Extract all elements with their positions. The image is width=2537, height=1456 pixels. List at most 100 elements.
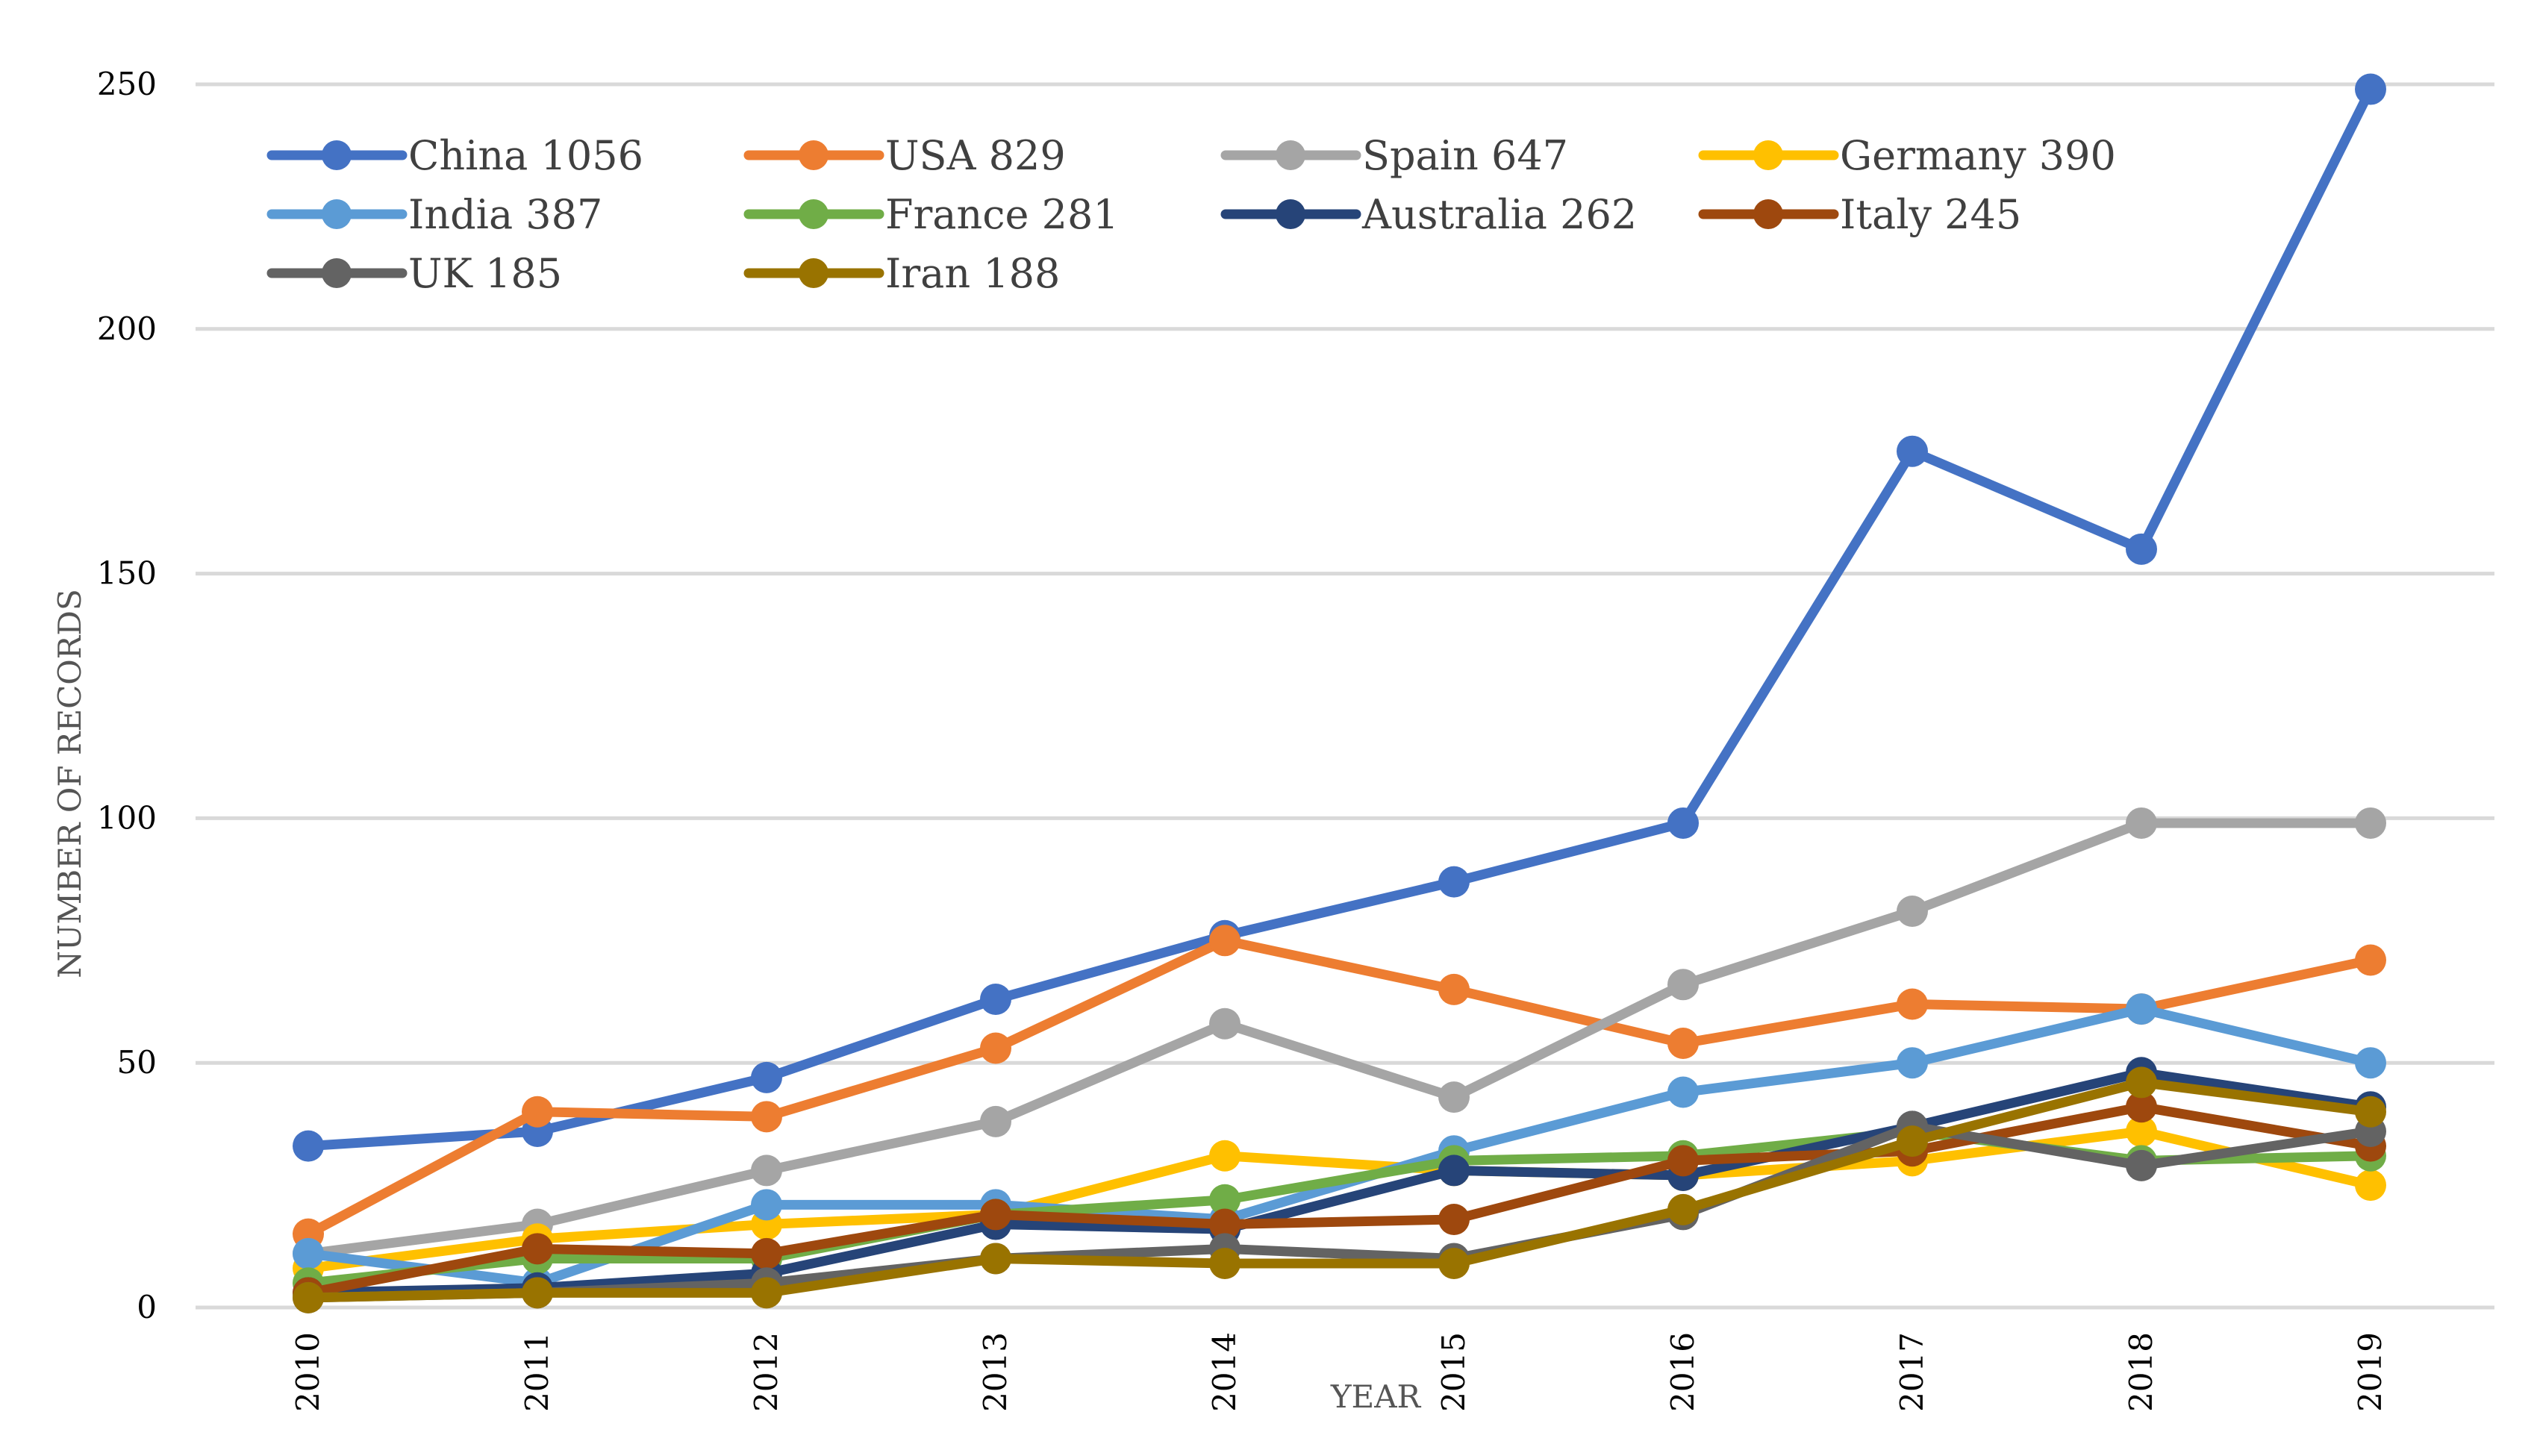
- legend-swatch-marker: [1276, 140, 1305, 170]
- data-point: [751, 1277, 782, 1309]
- x-tick-label: 2019: [2352, 1332, 2388, 1412]
- data-point: [1209, 1140, 1241, 1172]
- legend-item: UK 185: [266, 250, 562, 297]
- data-point: [1438, 973, 1470, 1005]
- legend-label: India 387: [408, 191, 602, 238]
- data-point: [980, 1105, 1011, 1137]
- y-tick-label: 0: [137, 1289, 157, 1325]
- legend-swatch-marker: [1753, 199, 1783, 229]
- legend-item: Australia 262: [1220, 191, 1637, 238]
- x-tick-label: 2017: [1894, 1332, 1930, 1412]
- legend-label: USA 829: [885, 132, 1066, 179]
- y-axis-title: NUMBER OF RECORDS: [52, 589, 88, 978]
- legend-label: Iran 188: [885, 250, 1060, 297]
- data-point: [751, 1061, 782, 1093]
- series-line: [303, 1067, 2376, 1298]
- x-tick-label: 2012: [748, 1332, 784, 1412]
- data-point: [1438, 1081, 1470, 1113]
- legend-item: Iran 188: [743, 250, 1060, 297]
- data-point: [1897, 988, 1928, 1020]
- data-point: [293, 1130, 324, 1162]
- data-point: [751, 1189, 782, 1221]
- data-point: [522, 1233, 553, 1265]
- data-point: [1438, 1155, 1470, 1187]
- legend-swatch-marker: [1276, 199, 1305, 229]
- legend-item: France 281: [743, 191, 1119, 238]
- data-point: [1897, 895, 1928, 927]
- x-axis-title: YEAR: [1330, 1378, 1422, 1415]
- y-tick-label: 200: [97, 310, 157, 347]
- data-point: [2355, 1096, 2386, 1128]
- y-tick-label: 150: [97, 555, 157, 592]
- data-point: [2355, 1047, 2386, 1079]
- x-axis-ticks: 2010 2011 2012 2013 2014 2015 2016 2017 2018 2019: [290, 1332, 2388, 1412]
- legend-swatch-marker: [322, 140, 352, 170]
- y-tick-label: 50: [117, 1044, 157, 1081]
- legend-label: Italy 245: [1840, 191, 2021, 238]
- data-point: [751, 1101, 782, 1133]
- legend-label: Spain 647: [1362, 132, 1568, 179]
- x-tick-label: 2014: [1206, 1332, 1243, 1412]
- data-point: [1667, 807, 1699, 839]
- data-point: [980, 1032, 1011, 1064]
- data-point: [2126, 533, 2157, 565]
- series-line: [303, 1102, 2376, 1298]
- legend-item: China 1056: [266, 132, 643, 179]
- legend-swatch-marker: [799, 199, 828, 229]
- data-point: [2126, 1066, 2157, 1099]
- legend-item: India 387: [266, 191, 602, 238]
- series-line: [303, 1121, 2376, 1303]
- data-point: [980, 1243, 1011, 1275]
- legend: China 1056 USA 829 Spain 647 Germany 390 Ind…: [266, 132, 2116, 297]
- series-lines: [293, 73, 2386, 1313]
- data-point: [2355, 73, 2386, 105]
- series-line: [303, 935, 2376, 1240]
- data-point: [751, 1155, 782, 1187]
- legend-label: Germany 390: [1840, 132, 2116, 179]
- data-point: [980, 983, 1011, 1015]
- y-tick-label: 250: [97, 66, 157, 102]
- legend-label: UK 185: [408, 250, 562, 297]
- data-point: [1209, 1007, 1241, 1040]
- series-line: [303, 1077, 2376, 1303]
- data-point: [2126, 1149, 2157, 1181]
- x-tick-label: 2011: [519, 1332, 555, 1412]
- x-tick-label: 2016: [1664, 1332, 1701, 1412]
- series-group: [293, 73, 2386, 1162]
- data-point: [1209, 925, 1241, 957]
- data-point: [2355, 944, 2386, 976]
- legend-item: Spain 647: [1220, 132, 1568, 179]
- data-point: [522, 1277, 553, 1309]
- data-point: [293, 1281, 324, 1313]
- data-point: [1438, 1203, 1470, 1235]
- legend-swatch-marker: [799, 140, 828, 170]
- data-point: [1897, 1047, 1928, 1079]
- data-point: [1667, 1076, 1699, 1108]
- gridlines: [196, 82, 2494, 1310]
- data-point: [1438, 866, 1470, 898]
- data-point: [1667, 1027, 1699, 1059]
- data-point: [1209, 1247, 1241, 1279]
- y-tick-label: 100: [97, 799, 157, 836]
- x-tick-label: 2018: [2123, 1332, 2159, 1412]
- data-point: [1209, 1184, 1241, 1216]
- x-tick-label: 2015: [1435, 1332, 1472, 1412]
- data-point: [2355, 1169, 2386, 1202]
- data-point: [2126, 807, 2157, 839]
- series-group: [293, 1066, 2386, 1313]
- legend-label: Australia 262: [1361, 191, 1637, 238]
- data-point: [2126, 993, 2157, 1025]
- series-line: [303, 84, 2376, 1152]
- data-point: [980, 1199, 1011, 1231]
- legend-label: France 281: [885, 191, 1119, 238]
- legend-swatch-marker: [799, 258, 828, 288]
- legend-swatch-marker: [1753, 140, 1783, 170]
- legend-item: Germany 390: [1698, 132, 2116, 179]
- data-point: [2126, 1091, 2157, 1123]
- legend-swatch-marker: [322, 258, 352, 288]
- data-point: [1209, 1208, 1241, 1240]
- y-axis-ticks: 0 50 100 150 200 250: [97, 66, 157, 1325]
- legend-item: USA 829: [743, 132, 1066, 179]
- series-group: [293, 925, 2386, 1250]
